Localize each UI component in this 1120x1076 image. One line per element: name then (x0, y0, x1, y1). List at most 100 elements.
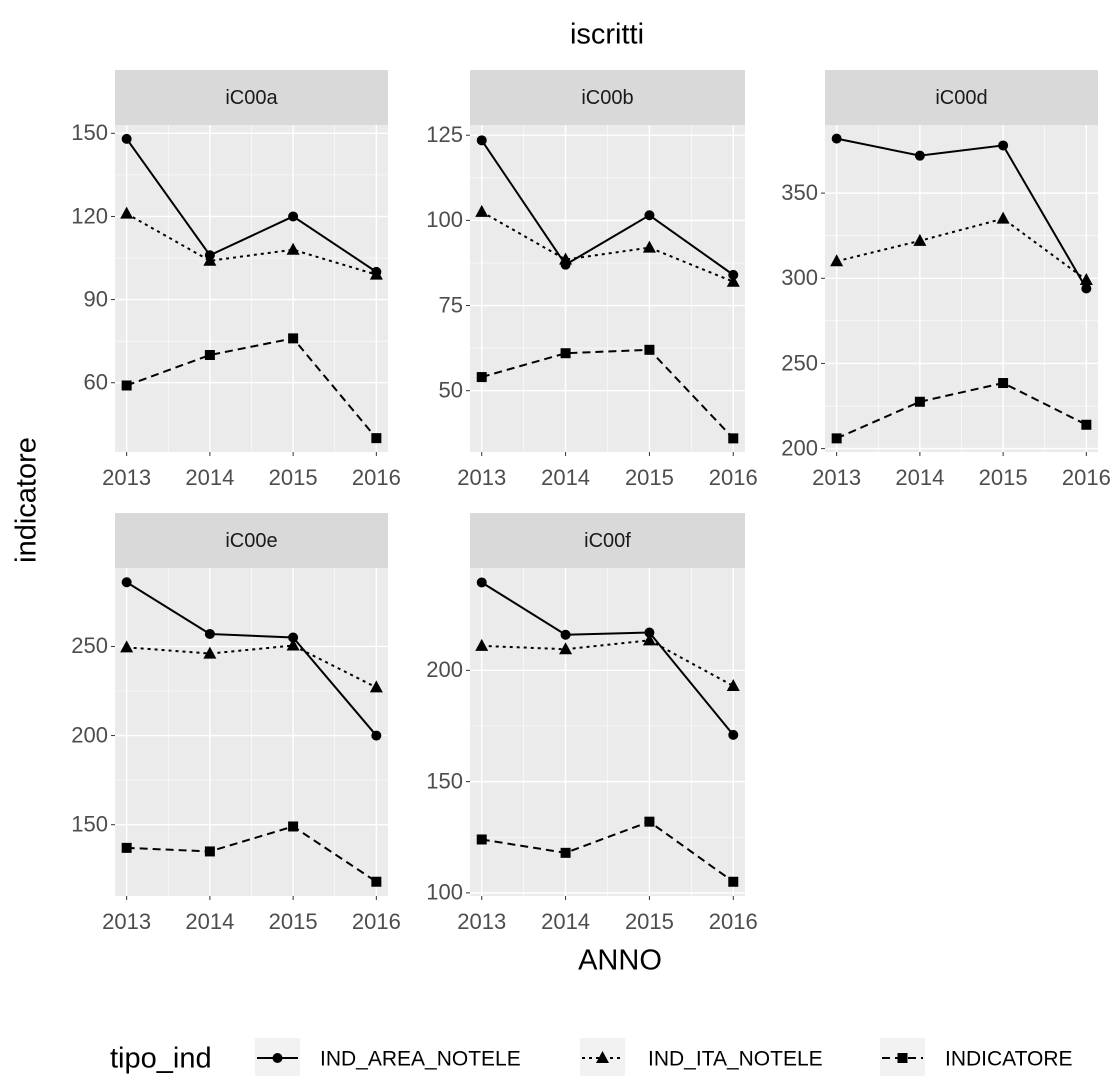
x-tick-label: 2013 (102, 909, 151, 934)
point (831, 133, 842, 144)
y-tick-label: 100 (426, 880, 463, 905)
y-tick-label: 250 (781, 350, 818, 375)
point (644, 816, 655, 827)
y-tick-label: 75 (439, 292, 463, 317)
x-tick-label: 2014 (185, 465, 234, 490)
y-tick-label: 100 (426, 207, 463, 232)
point (286, 638, 300, 651)
point (121, 133, 132, 144)
y-tick-label: 150 (426, 768, 463, 793)
point (288, 821, 299, 832)
x-tick-label: 2016 (709, 909, 758, 934)
strip (115, 513, 388, 568)
x-tick-label: 2015 (625, 909, 674, 934)
point (121, 380, 132, 391)
line (480, 139, 734, 276)
point (204, 628, 215, 639)
line (125, 138, 377, 273)
legend-label: INDICATORE (945, 1048, 1073, 1071)
point (371, 730, 382, 741)
x-tick-label: 2013 (812, 465, 861, 490)
y-tick-label: 120 (71, 203, 108, 228)
x-tick-label: 2014 (541, 909, 590, 934)
strip (470, 70, 745, 125)
point (1081, 283, 1092, 294)
legend-marker (897, 1053, 908, 1063)
point (913, 233, 927, 246)
point (1081, 419, 1092, 430)
line (126, 581, 378, 737)
strip (115, 70, 388, 125)
point (728, 729, 739, 740)
strip (825, 70, 1098, 125)
point (830, 254, 844, 267)
legend-label: IND_ITA_NOTELE (648, 1048, 823, 1071)
x-axis-title: ANNO (578, 945, 662, 977)
point (371, 876, 382, 887)
point (476, 577, 487, 588)
y-tick-label: 200 (71, 722, 108, 747)
y-tick-label: 250 (71, 633, 108, 658)
legend-label: IND_AREA_NOTELE (320, 1048, 521, 1071)
line (481, 581, 735, 736)
line (481, 210, 734, 283)
y-tick-label: 300 (781, 265, 818, 290)
x-tick-label: 2013 (457, 465, 506, 490)
point (120, 640, 134, 653)
strip-title: iC00d (935, 87, 987, 109)
point (728, 433, 739, 444)
point (560, 629, 571, 640)
point (644, 627, 655, 638)
legend-marker (596, 1051, 609, 1063)
strip-title: iC00e (225, 530, 277, 552)
x-tick-label: 2016 (352, 465, 401, 490)
point (369, 680, 383, 693)
x-tick-label: 2015 (979, 465, 1028, 490)
x-tick-label: 2015 (269, 909, 318, 934)
x-tick-label: 2016 (1062, 465, 1111, 490)
x-tick-label: 2015 (625, 465, 674, 490)
point (914, 150, 925, 161)
point (559, 252, 573, 265)
point (475, 638, 489, 651)
x-tick-label: 2016 (709, 465, 758, 490)
point (726, 274, 740, 287)
strip-title: iC00b (581, 87, 633, 109)
y-tick-label: 60 (84, 370, 108, 395)
y-tick-label: 150 (71, 120, 108, 145)
point (996, 211, 1010, 224)
point (998, 140, 1009, 151)
point (121, 842, 132, 853)
legend-marker (272, 1053, 283, 1063)
point (476, 834, 487, 845)
point (204, 846, 215, 857)
point (560, 348, 571, 359)
line (836, 137, 1088, 290)
point (203, 253, 217, 266)
line (481, 639, 734, 687)
point (642, 240, 656, 253)
y-tick-label: 50 (439, 378, 463, 403)
point (476, 135, 487, 146)
point (120, 206, 134, 219)
y-tick-label: 200 (426, 657, 463, 682)
x-tick-label: 2014 (541, 465, 590, 490)
point (475, 204, 489, 217)
point (914, 396, 925, 407)
line (126, 825, 377, 883)
strip-title: iC00f (584, 530, 631, 552)
x-tick-label: 2014 (185, 909, 234, 934)
point (476, 372, 487, 383)
point (728, 876, 739, 887)
y-tick-label: 150 (71, 812, 108, 837)
strip-title: iC00a (225, 87, 278, 109)
point (726, 678, 740, 691)
point (560, 847, 571, 858)
point (998, 378, 1009, 389)
x-tick-label: 2013 (457, 909, 506, 934)
y-tick-label: 90 (84, 286, 108, 311)
point (644, 344, 655, 355)
x-tick-label: 2014 (895, 465, 944, 490)
point (204, 350, 215, 361)
point (371, 433, 382, 444)
